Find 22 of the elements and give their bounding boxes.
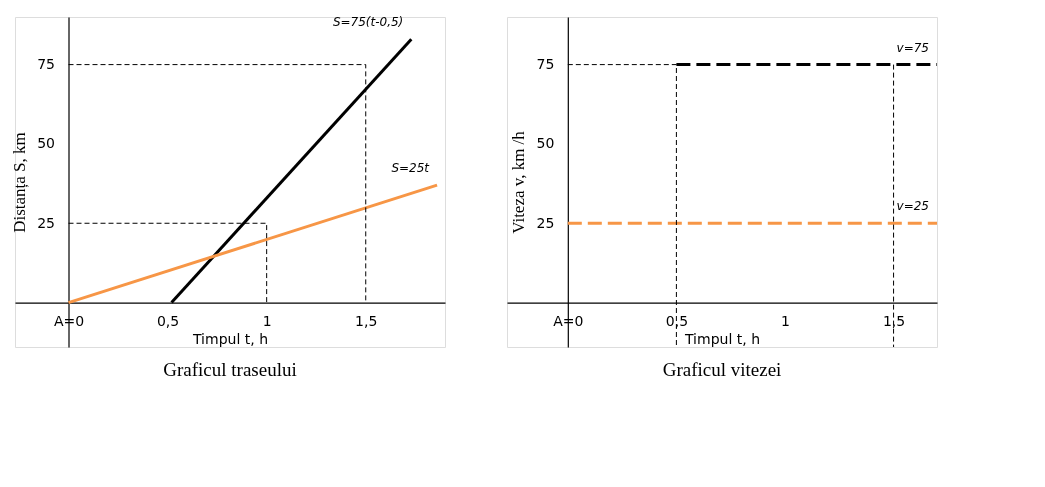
- text: Graficul traseului: [163, 359, 297, 380]
- x-tick-label: 1: [262, 313, 272, 330]
- y-tick-label: 25: [536, 214, 555, 231]
- x-tick-label: 1: [781, 313, 790, 330]
- annotation: S=25t: [391, 161, 431, 176]
- annotation: S=75(t-0,5): [332, 15, 404, 30]
- y-axis-title: Viteza v, km /h: [509, 130, 529, 234]
- x-axis-title: Timpul t, h: [191, 331, 269, 348]
- x-tick-label: 1,5: [355, 313, 378, 330]
- text: Graficul vitezei: [662, 359, 782, 380]
- x-tick-label: 0,5: [665, 313, 689, 330]
- y-tick-label: 50: [536, 135, 555, 152]
- y-tick-label: 50: [37, 135, 55, 152]
- y-tick-label: 75: [37, 56, 55, 73]
- annotation: v=25: [896, 199, 929, 214]
- annotation: v=75: [896, 40, 929, 55]
- x-axis-title: Timpul t, h: [683, 331, 761, 348]
- x-tick-label: 0,5: [156, 313, 180, 330]
- y-axis-title: Distanța S, km: [10, 132, 30, 233]
- y-tick-label: 25: [37, 214, 55, 231]
- y-tick-label: 75: [536, 56, 555, 73]
- x-tick-label: 1,5: [882, 313, 906, 330]
